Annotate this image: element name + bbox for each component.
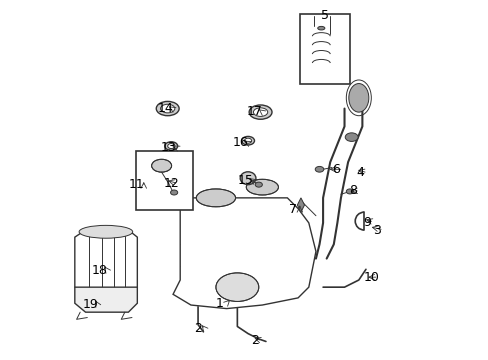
Text: 15: 15 xyxy=(237,174,253,186)
Ellipse shape xyxy=(346,189,353,194)
Ellipse shape xyxy=(345,133,357,141)
Text: 11: 11 xyxy=(128,178,144,191)
Text: 12: 12 xyxy=(163,177,179,190)
Ellipse shape xyxy=(241,136,254,145)
Text: 19: 19 xyxy=(82,298,98,311)
Text: 3: 3 xyxy=(372,224,380,237)
Bar xyxy=(299,14,349,84)
Ellipse shape xyxy=(315,166,323,172)
Ellipse shape xyxy=(248,105,271,119)
Text: 2: 2 xyxy=(194,322,202,335)
Ellipse shape xyxy=(79,225,132,238)
Text: 16: 16 xyxy=(233,136,248,149)
Text: 1: 1 xyxy=(215,297,223,310)
Text: 10: 10 xyxy=(363,271,379,284)
Ellipse shape xyxy=(255,182,262,187)
Text: 17: 17 xyxy=(246,105,262,118)
Ellipse shape xyxy=(196,189,235,207)
Bar xyxy=(135,152,192,210)
Text: 14: 14 xyxy=(157,102,173,115)
Polygon shape xyxy=(75,287,137,312)
Polygon shape xyxy=(173,198,315,309)
Polygon shape xyxy=(297,198,304,212)
Ellipse shape xyxy=(246,179,278,195)
Ellipse shape xyxy=(151,159,171,172)
Text: 9: 9 xyxy=(363,216,370,229)
Ellipse shape xyxy=(317,26,324,30)
Text: 18: 18 xyxy=(92,264,107,276)
Ellipse shape xyxy=(164,142,177,150)
Ellipse shape xyxy=(244,138,251,143)
Text: 4: 4 xyxy=(356,166,364,179)
Ellipse shape xyxy=(240,172,255,185)
Text: 6: 6 xyxy=(332,163,340,176)
Text: 2: 2 xyxy=(251,334,259,347)
Text: 7: 7 xyxy=(288,203,296,216)
Ellipse shape xyxy=(348,84,368,112)
Ellipse shape xyxy=(167,144,175,149)
Text: 13: 13 xyxy=(161,141,176,154)
Text: 5: 5 xyxy=(321,9,328,22)
Ellipse shape xyxy=(253,108,267,116)
Ellipse shape xyxy=(156,102,179,116)
Ellipse shape xyxy=(160,104,175,113)
Polygon shape xyxy=(75,230,137,294)
Text: 8: 8 xyxy=(348,184,356,197)
Ellipse shape xyxy=(170,190,177,195)
Ellipse shape xyxy=(216,273,258,301)
